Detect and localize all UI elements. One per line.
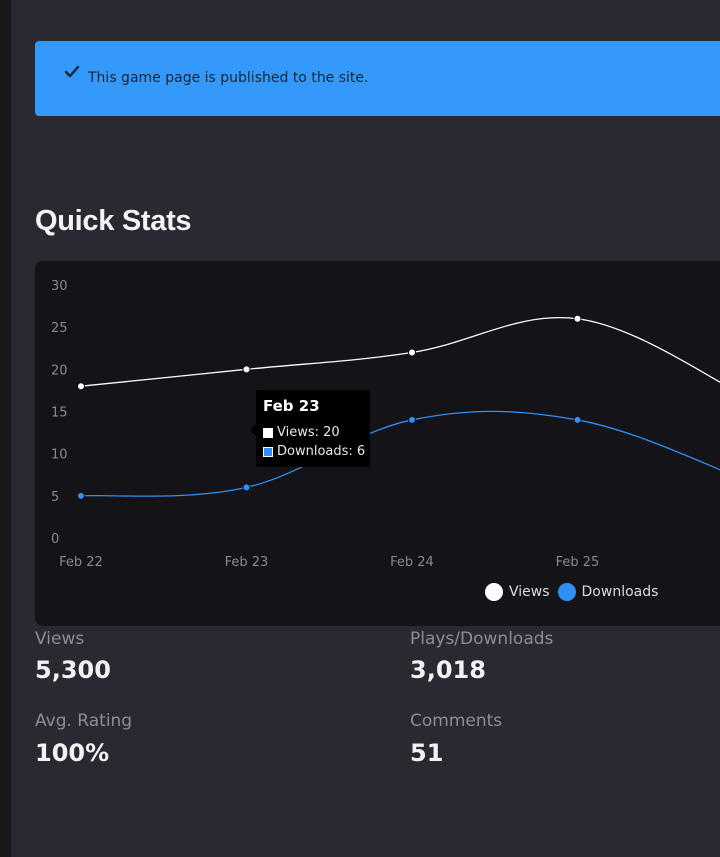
y-tick-label: 15 (51, 406, 68, 421)
y-tick-label: 20 (51, 363, 68, 378)
legend-dot-downloads (557, 583, 576, 601)
legend-item-downloads[interactable]: Downloads (557, 583, 659, 601)
stats-chart[interactable]: 0 5 10 15 20 25 30 Feb 22 Feb 23 Feb 24 Feb 25 Feb … (35, 261, 720, 626)
tooltip-downloads-text: Downloads: 6 (277, 444, 366, 459)
stat-value-comments: 51 (410, 739, 444, 767)
chart-legend: Views Downloads (485, 583, 666, 601)
data-point-views[interactable] (573, 314, 582, 323)
stat-value-plays-downloads: 3,018 (410, 656, 486, 684)
chart-canvas: 0 5 10 15 20 25 30 Feb 22 Feb 23 Feb 24 Feb 25 Feb … (51, 279, 720, 570)
check-icon (64, 65, 80, 78)
tooltip-row-views: Views: 20 (263, 425, 340, 440)
data-point-downloads[interactable] (573, 415, 582, 424)
published-banner: This game page is published to the site. (35, 41, 720, 116)
series-line-views (80, 317, 720, 387)
x-tick-label: Feb 25 (556, 555, 600, 570)
x-tick-label: Feb 23 (225, 555, 269, 570)
data-point-views[interactable] (242, 365, 251, 374)
views-swatch (263, 427, 273, 438)
series-line-downloads (80, 410, 720, 497)
data-point-downloads[interactable] (408, 415, 416, 424)
stat-label-plays-downloads: Plays/Downloads (410, 629, 554, 649)
stat-label-avg-rating: Avg. Rating (35, 711, 133, 731)
tooltip-title: Feb 23 (263, 397, 320, 415)
stat-value-views: 5,300 (35, 656, 111, 684)
data-point-views[interactable] (408, 348, 416, 357)
x-tick-label: Feb 22 (59, 555, 103, 570)
left-edge-bar (0, 0, 11, 857)
stat-label-views: Views (35, 629, 85, 649)
downloads-swatch (263, 446, 273, 457)
tooltip-views-text: Views: 20 (277, 425, 340, 440)
data-point-views[interactable] (77, 382, 85, 391)
y-tick-label: 30 (51, 279, 68, 294)
chart-tooltip: Feb 23 Views: 20 Downloads: 6 (250, 390, 370, 467)
stat-value-avg-rating: 100% (35, 739, 110, 767)
stat-label-comments: Comments (410, 711, 503, 731)
banner-message: This game page is published to the site. (88, 70, 369, 86)
legend-dot-views (485, 583, 503, 601)
y-tick-label: 25 (51, 321, 68, 336)
legend-label-downloads: Downloads (581, 584, 659, 600)
data-point-downloads[interactable] (242, 483, 251, 492)
legend-label-views: Views (509, 584, 550, 600)
tooltip-row-downloads: Downloads: 6 (263, 444, 365, 459)
y-tick-label: 10 (51, 448, 68, 463)
page-title: Quick Stats (35, 205, 192, 237)
legend-item-views[interactable]: Views (485, 583, 550, 601)
y-tick-label: 0 (51, 532, 59, 547)
y-tick-label: 5 (51, 490, 59, 505)
x-tick-label: Feb 24 (390, 555, 434, 570)
data-point-downloads[interactable] (77, 491, 85, 500)
